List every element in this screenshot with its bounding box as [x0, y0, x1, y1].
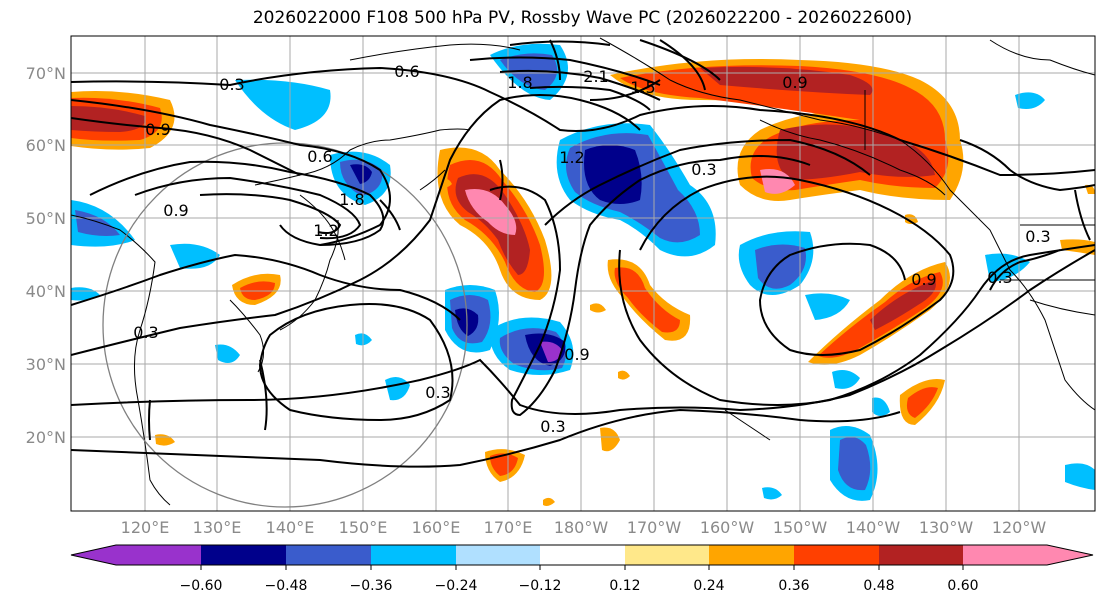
contour-label: 0.3: [987, 268, 1012, 287]
contour-label: 1.8: [339, 190, 364, 209]
contour-label: 0.6: [394, 62, 419, 81]
colorbar-segment: [116, 545, 201, 565]
colorbar-tick: −0.24: [435, 578, 478, 594]
colorbar: −0.60 −0.48 −0.36 −0.24 −0.12 0.12 0.24 …: [70, 544, 1094, 594]
contour-label: 0.6: [307, 147, 332, 166]
lat-label: 70°N: [26, 64, 66, 83]
colorbar-segment: [201, 545, 286, 565]
contour-labels: 0.3 0.6 0.9 0.9 0.6 1.2 1.8 1.2 1.5 2.1 …: [133, 62, 1050, 436]
lon-label: 140°W: [846, 518, 901, 537]
colorbar-tick: 0.12: [609, 578, 640, 594]
colorbar-segment: [709, 545, 794, 565]
colorbar-extend-max: [1047, 545, 1093, 565]
pv-contours: [71, 39, 1095, 468]
longitude-labels: 120°E 130°E 140°E 150°E 160°E 170°E 180°…: [121, 518, 1047, 537]
contour-label: 0.3: [540, 417, 565, 436]
colorbar-tick: −0.36: [350, 578, 393, 594]
colorbar-extend-min: [71, 545, 116, 565]
colorbar-tick: −0.12: [519, 578, 562, 594]
lat-label: 20°N: [26, 428, 66, 447]
contour-label: 0.9: [782, 73, 807, 92]
contour-label: 2.1: [583, 67, 608, 86]
colorbar-segment: [286, 545, 371, 565]
lon-label: 160°W: [700, 518, 755, 537]
colorbar-segment: [963, 545, 1047, 565]
pv-anomaly-shading: [71, 43, 1095, 506]
lat-label: 60°N: [26, 136, 66, 155]
contour-label: 0.9: [911, 270, 936, 289]
lat-label: 30°N: [26, 355, 66, 374]
contour-label: 0.9: [564, 345, 589, 364]
radius-circle: [102, 142, 468, 508]
contour-label: 0.3: [219, 75, 244, 94]
contour-label: 1.2: [313, 221, 338, 240]
colorbar-segment: [625, 545, 709, 565]
lon-label: 150°W: [773, 518, 828, 537]
colorbar-segment: [456, 545, 540, 565]
contour-label: 0.9: [163, 201, 188, 220]
contour-label: 1.5: [630, 78, 655, 97]
gridlines: [71, 36, 1095, 511]
lon-label: 130°W: [919, 518, 974, 537]
contour-label: 0.3: [691, 160, 716, 179]
contour-label: 1.2: [559, 148, 584, 167]
lon-label: 140°E: [266, 518, 315, 537]
lon-label: 160°E: [412, 518, 461, 537]
lon-label: 120°E: [121, 518, 170, 537]
lon-label: 120°W: [992, 518, 1047, 537]
colorbar-segment: [540, 545, 625, 565]
colorbar-tick: −0.48: [265, 578, 308, 594]
colorbar-segment: [879, 545, 963, 565]
lon-label: 170°W: [627, 518, 682, 537]
contour-label: 0.9: [145, 120, 170, 139]
colorbar-segment: [794, 545, 879, 565]
contour-label: 0.3: [425, 383, 450, 402]
lon-label: 170°E: [484, 518, 533, 537]
colorbar-tick: 0.36: [778, 578, 809, 594]
lon-label: 150°E: [339, 518, 388, 537]
map-title: 2026022000 F108 500 hPa PV, Rossby Wave …: [252, 8, 913, 28]
lon-label: 180°W: [554, 518, 609, 537]
colorbar-tick: −0.60: [180, 578, 223, 594]
colorbar-segment: [371, 545, 456, 565]
colorbar-tick: 0.48: [863, 578, 894, 594]
lon-label: 130°E: [193, 518, 242, 537]
colorbar-tick: 0.60: [947, 578, 978, 594]
plot-frame: [70, 35, 1096, 512]
lat-label: 40°N: [26, 282, 66, 301]
latitude-labels: 70°N 60°N 50°N 40°N 30°N 20°N: [26, 64, 66, 447]
contour-label: 0.3: [133, 323, 158, 342]
contour-label: 0.3: [1025, 227, 1050, 246]
contour-label: 1.8: [507, 73, 532, 92]
colorbar-tick: 0.24: [693, 578, 724, 594]
colorbar-outline: [70, 544, 1094, 566]
lat-label: 50°N: [26, 209, 66, 228]
